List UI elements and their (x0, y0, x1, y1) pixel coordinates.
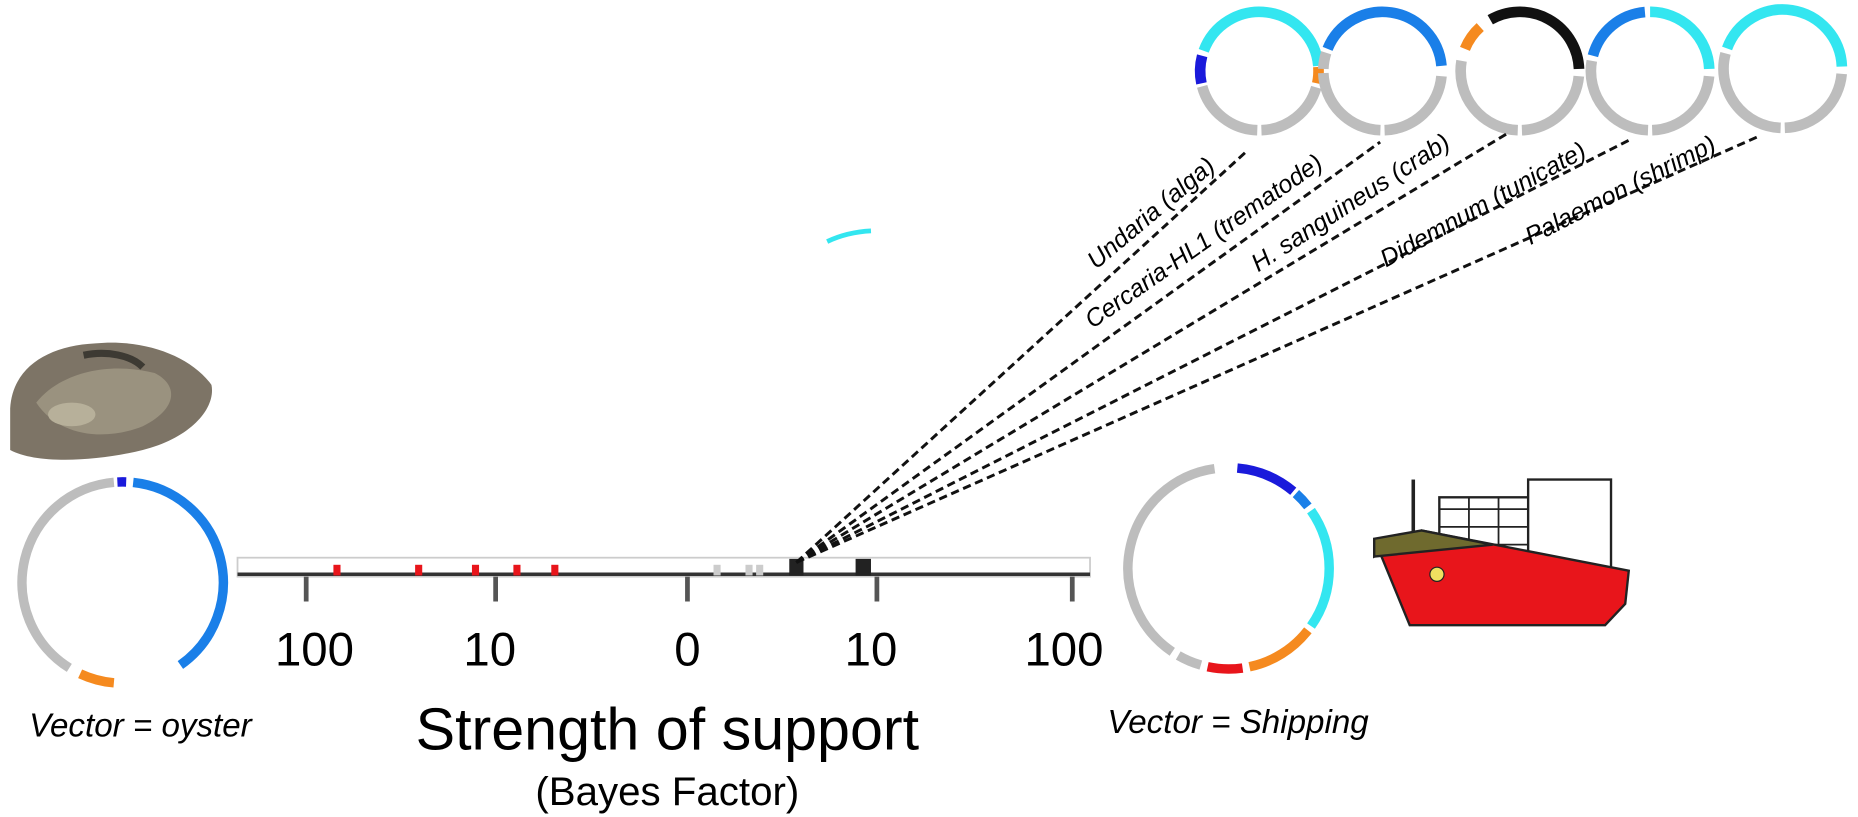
axis-title: Strength of support (416, 696, 920, 763)
ring-segment (1455, 59, 1519, 136)
ring-segment (1651, 75, 1715, 136)
tick-label: 100 (1024, 623, 1103, 676)
ring-segment (1722, 4, 1848, 67)
vector-label: Vector = Shipping (1107, 704, 1369, 741)
bar-mark (713, 564, 721, 576)
ship-image (1373, 478, 1631, 627)
ring-segment (1649, 6, 1715, 70)
oyster-image (10, 342, 213, 460)
leader-line (795, 132, 1508, 564)
tick-label: 10 (845, 623, 898, 676)
ring-segment (1197, 84, 1258, 136)
ring-segment (1718, 51, 1782, 134)
tick-label: 100 (275, 623, 354, 676)
ring-segment (1322, 6, 1447, 67)
bar-mark (745, 564, 753, 576)
ring-segment (1123, 463, 1216, 656)
ring-segment (132, 477, 229, 669)
ring-segment (1194, 54, 1208, 85)
ring-segment (1248, 627, 1312, 672)
bar-mark (789, 558, 804, 576)
ring-segment (1521, 75, 1585, 136)
bar-mark (333, 564, 341, 576)
ring-segment (1236, 463, 1297, 495)
ring-segment (1261, 85, 1322, 136)
ring-segment (1585, 59, 1649, 136)
leader-line (795, 134, 1760, 564)
ring-segment (1318, 51, 1332, 70)
leader-line (795, 140, 1381, 564)
ring-segment (1587, 6, 1646, 58)
stray-mark (826, 228, 872, 244)
ring-segment (1384, 75, 1447, 136)
bar-mark (855, 558, 871, 576)
ring-segment (17, 477, 115, 672)
vector-label: Vector = oyster (29, 707, 254, 744)
ring-segment (1307, 507, 1334, 629)
ring-segment (1292, 490, 1312, 510)
ring-segment (1198, 6, 1324, 67)
ring-segment (1175, 651, 1203, 670)
tick-label: 0 (674, 623, 700, 676)
species-label: Palaemon (shrimp) (1521, 130, 1721, 250)
axis-bar (236, 556, 1091, 578)
bar-mark (513, 564, 521, 576)
ring-segment (1318, 72, 1381, 136)
bar-mark (415, 564, 423, 576)
ring-segment (1460, 23, 1484, 52)
axis-subtitle: (Bayes Factor) (535, 769, 799, 814)
ring-segment (1784, 73, 1847, 134)
bar-mark (756, 564, 764, 576)
ring-segment (1206, 662, 1244, 674)
ring-segment (1487, 6, 1585, 70)
bar-mark (471, 564, 480, 576)
ring-segment (78, 669, 115, 688)
leader-line (795, 150, 1248, 564)
bar-mark (551, 564, 559, 576)
tick-label: 10 (463, 623, 516, 676)
